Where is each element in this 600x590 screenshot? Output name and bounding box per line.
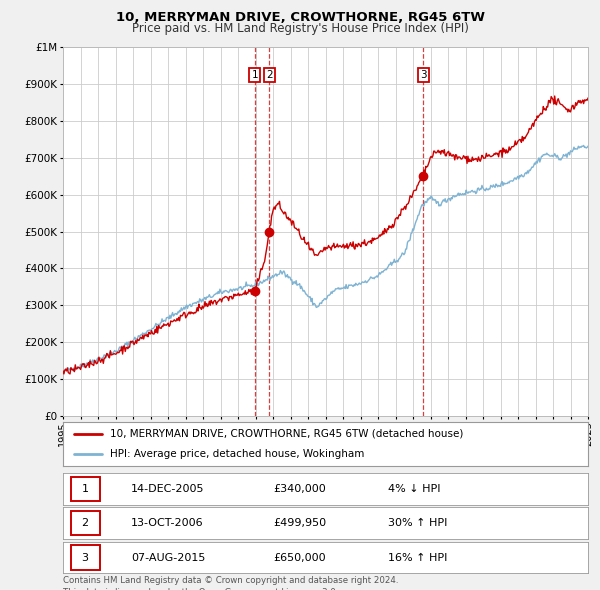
Text: 30% ↑ HPI: 30% ↑ HPI — [389, 519, 448, 528]
FancyBboxPatch shape — [71, 511, 100, 536]
Text: 3: 3 — [82, 553, 89, 562]
Text: £499,950: £499,950 — [273, 519, 326, 528]
Text: £340,000: £340,000 — [273, 484, 326, 494]
Text: 2: 2 — [82, 519, 89, 528]
Text: 14-DEC-2005: 14-DEC-2005 — [131, 484, 205, 494]
Text: 13-OCT-2006: 13-OCT-2006 — [131, 519, 204, 528]
FancyBboxPatch shape — [71, 545, 100, 570]
Text: This data is licensed under the Open Government Licence v3.0.: This data is licensed under the Open Gov… — [63, 588, 338, 590]
Text: Contains HM Land Registry data © Crown copyright and database right 2024.: Contains HM Land Registry data © Crown c… — [63, 576, 398, 585]
Text: 10, MERRYMAN DRIVE, CROWTHORNE, RG45 6TW (detached house): 10, MERRYMAN DRIVE, CROWTHORNE, RG45 6TW… — [110, 429, 464, 439]
Text: 3: 3 — [420, 70, 427, 80]
Text: 10, MERRYMAN DRIVE, CROWTHORNE, RG45 6TW: 10, MERRYMAN DRIVE, CROWTHORNE, RG45 6TW — [115, 11, 485, 24]
FancyBboxPatch shape — [71, 477, 100, 502]
Text: HPI: Average price, detached house, Wokingham: HPI: Average price, detached house, Woki… — [110, 449, 365, 459]
Text: 07-AUG-2015: 07-AUG-2015 — [131, 553, 206, 562]
Text: 16% ↑ HPI: 16% ↑ HPI — [389, 553, 448, 562]
Text: 1: 1 — [82, 484, 89, 494]
Text: 4% ↓ HPI: 4% ↓ HPI — [389, 484, 441, 494]
Text: 2: 2 — [266, 70, 272, 80]
Text: £650,000: £650,000 — [273, 553, 326, 562]
Text: 1: 1 — [251, 70, 258, 80]
Text: Price paid vs. HM Land Registry's House Price Index (HPI): Price paid vs. HM Land Registry's House … — [131, 22, 469, 35]
